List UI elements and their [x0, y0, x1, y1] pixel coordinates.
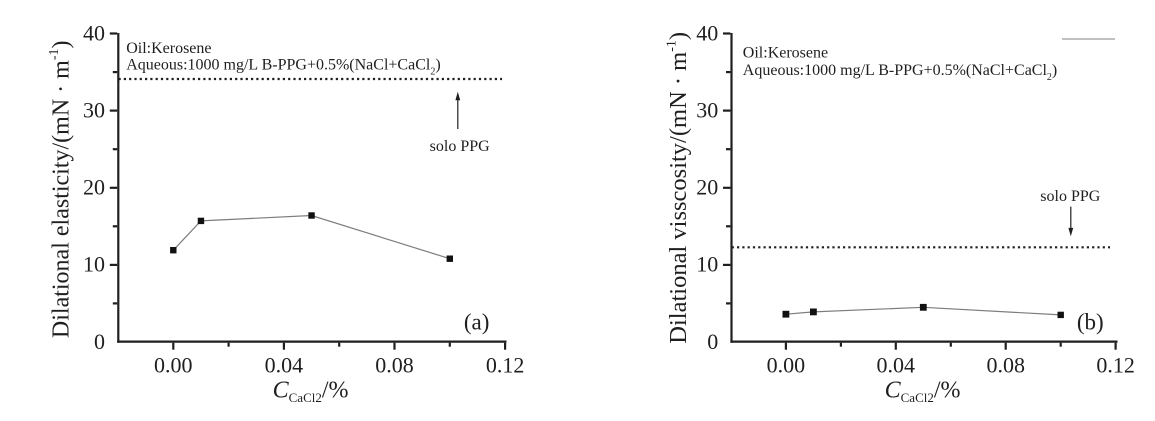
svg-text:0.00: 0.00	[767, 352, 806, 377]
svg-text:0.12: 0.12	[1096, 352, 1135, 377]
svg-text:0: 0	[94, 329, 105, 354]
svg-text:Dilational elasticity/(mN · m-: Dilational elasticity/(mN · m-1)	[47, 40, 75, 338]
svg-text:Dilational visscosity/(mN · m-: Dilational visscosity/(mN · m-1)	[665, 32, 693, 344]
svg-text:0.08: 0.08	[986, 352, 1025, 377]
svg-text:20: 20	[696, 175, 718, 200]
svg-text:Aqueous:1000 mg/L B-PPG+0.5%(N: Aqueous:1000 mg/L B-PPG+0.5%(NaCl+CaCl2)	[743, 62, 1057, 83]
svg-text:40: 40	[83, 20, 105, 45]
svg-text:CCaCl2/%: CCaCl2/%	[885, 378, 961, 406]
svg-text:10: 10	[83, 252, 105, 277]
svg-text:solo PPG: solo PPG	[430, 138, 490, 155]
svg-text:0.00: 0.00	[154, 352, 193, 377]
svg-text:0.08: 0.08	[375, 352, 414, 377]
svg-text:Oil:Kerosene: Oil:Kerosene	[126, 40, 211, 57]
svg-text:30: 30	[696, 97, 718, 122]
svg-text:0.04: 0.04	[877, 352, 916, 377]
svg-text:solo PPG: solo PPG	[1040, 188, 1100, 205]
svg-text:0.04: 0.04	[265, 352, 304, 377]
svg-text:40: 40	[696, 20, 718, 45]
svg-text:30: 30	[83, 97, 105, 122]
svg-text:Oil:Kerosene: Oil:Kerosene	[743, 45, 828, 62]
svg-text:Aqueous:1000 mg/L B-PPG+0.5%(N: Aqueous:1000 mg/L B-PPG+0.5%(NaCl+CaCl2)	[126, 57, 440, 78]
svg-text:(b): (b)	[1077, 310, 1104, 335]
svg-text:(a): (a)	[464, 310, 490, 335]
svg-text:0: 0	[707, 329, 718, 354]
svg-text:20: 20	[83, 175, 105, 200]
svg-text:CCaCl2/%: CCaCl2/%	[273, 378, 349, 406]
svg-text:0.12: 0.12	[486, 352, 525, 377]
svg-text:10: 10	[696, 252, 718, 277]
